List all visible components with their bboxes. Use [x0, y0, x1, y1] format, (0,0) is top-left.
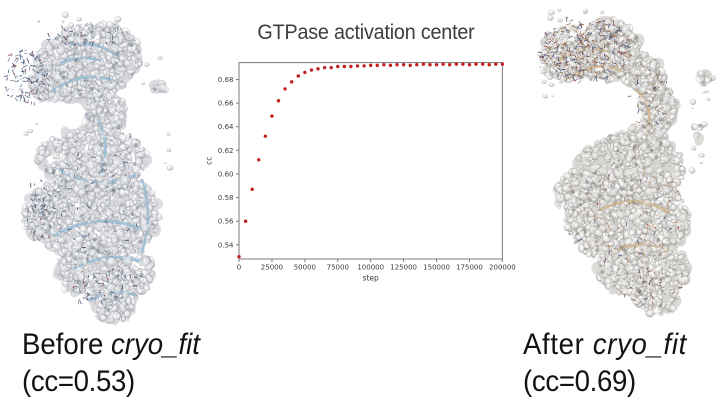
after-caption-line1: After cryo_fit	[523, 326, 687, 363]
y-tick-labels: 0.540.560.580.600.620.640.660.68	[218, 76, 239, 249]
after-caption-program: cryo_fit	[592, 328, 687, 361]
after-caption: After cryo_fit (cc=0.69)	[523, 326, 687, 400]
before-caption-cc: (cc=0.53)	[22, 365, 135, 398]
before-structure-image	[3, 11, 174, 326]
before-caption-prefix: Before	[22, 328, 111, 361]
data-points	[237, 62, 505, 259]
before-caption: Before cryo_fit (cc=0.53)	[22, 326, 200, 400]
before-caption-line1: Before cryo_fit	[22, 326, 200, 363]
after-structure	[520, 0, 720, 338]
x-tick-labels: 0 25000 50000 75000 100000 125000 150000 175000…	[237, 259, 516, 272]
axes-frame	[238, 62, 503, 260]
after-structure-image	[537, 8, 716, 318]
y-axis-label: cc	[205, 157, 214, 165]
after-caption-prefix: After	[523, 328, 593, 361]
x-axis-label: step	[363, 274, 379, 283]
after-caption-cc: (cc=0.69)	[523, 365, 636, 398]
before-structure	[0, 0, 200, 338]
before-caption-program: cryo_fit	[110, 328, 200, 361]
chart-title: GTPase activation center	[257, 21, 475, 44]
